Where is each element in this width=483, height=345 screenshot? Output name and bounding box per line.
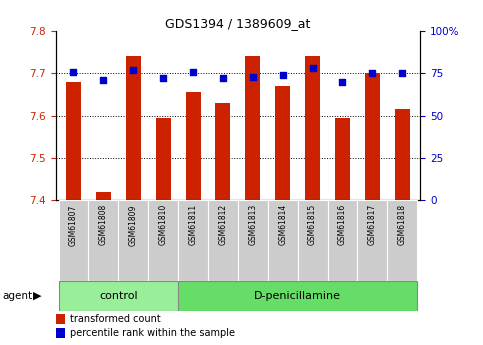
Bar bbox=[208, 200, 238, 281]
Bar bbox=[335, 118, 350, 200]
Bar bbox=[275, 86, 290, 200]
Bar bbox=[88, 200, 118, 281]
Point bbox=[189, 69, 197, 75]
Bar bbox=[298, 200, 327, 281]
Bar bbox=[118, 200, 148, 281]
Text: ▶: ▶ bbox=[33, 291, 42, 301]
Text: D-penicillamine: D-penicillamine bbox=[254, 291, 341, 301]
Bar bbox=[178, 281, 417, 310]
Bar bbox=[215, 103, 230, 200]
Point bbox=[70, 69, 77, 75]
Bar bbox=[327, 200, 357, 281]
Text: percentile rank within the sample: percentile rank within the sample bbox=[70, 328, 235, 338]
Bar bbox=[156, 118, 170, 200]
Point bbox=[129, 67, 137, 73]
Point bbox=[219, 76, 227, 81]
Bar bbox=[357, 200, 387, 281]
Bar bbox=[58, 281, 178, 310]
Bar bbox=[245, 56, 260, 200]
Bar bbox=[126, 56, 141, 200]
Bar bbox=[148, 200, 178, 281]
Text: GSM61818: GSM61818 bbox=[398, 204, 407, 245]
Text: control: control bbox=[99, 291, 138, 301]
Text: GSM61808: GSM61808 bbox=[99, 204, 108, 245]
Bar bbox=[268, 200, 298, 281]
Title: GDS1394 / 1389609_at: GDS1394 / 1389609_at bbox=[165, 17, 311, 30]
Text: GSM61815: GSM61815 bbox=[308, 204, 317, 245]
Text: GSM61817: GSM61817 bbox=[368, 204, 377, 245]
Text: GSM61811: GSM61811 bbox=[188, 204, 198, 245]
Point bbox=[339, 79, 346, 85]
Bar bbox=[178, 200, 208, 281]
Text: GSM61807: GSM61807 bbox=[69, 204, 78, 246]
Bar bbox=[238, 200, 268, 281]
Bar bbox=[387, 200, 417, 281]
Text: transformed count: transformed count bbox=[70, 314, 161, 324]
Point bbox=[309, 66, 316, 71]
Bar bbox=[56, 328, 65, 338]
Text: agent: agent bbox=[2, 291, 32, 301]
Text: GSM61814: GSM61814 bbox=[278, 204, 287, 245]
Bar bbox=[395, 109, 410, 200]
Text: GSM61812: GSM61812 bbox=[218, 204, 227, 245]
Text: GSM61810: GSM61810 bbox=[158, 204, 168, 245]
Bar bbox=[66, 82, 81, 200]
Text: GSM61813: GSM61813 bbox=[248, 204, 257, 245]
Point bbox=[369, 70, 376, 76]
Bar bbox=[185, 92, 200, 200]
Text: GSM61816: GSM61816 bbox=[338, 204, 347, 245]
Point bbox=[99, 77, 107, 83]
Bar bbox=[365, 73, 380, 200]
Point bbox=[279, 72, 286, 78]
Point bbox=[398, 70, 406, 76]
Point bbox=[249, 74, 256, 79]
Bar bbox=[58, 200, 88, 281]
Bar bbox=[56, 314, 65, 324]
Text: GSM61809: GSM61809 bbox=[129, 204, 138, 246]
Point bbox=[159, 76, 167, 81]
Bar bbox=[96, 192, 111, 200]
Bar bbox=[305, 56, 320, 200]
